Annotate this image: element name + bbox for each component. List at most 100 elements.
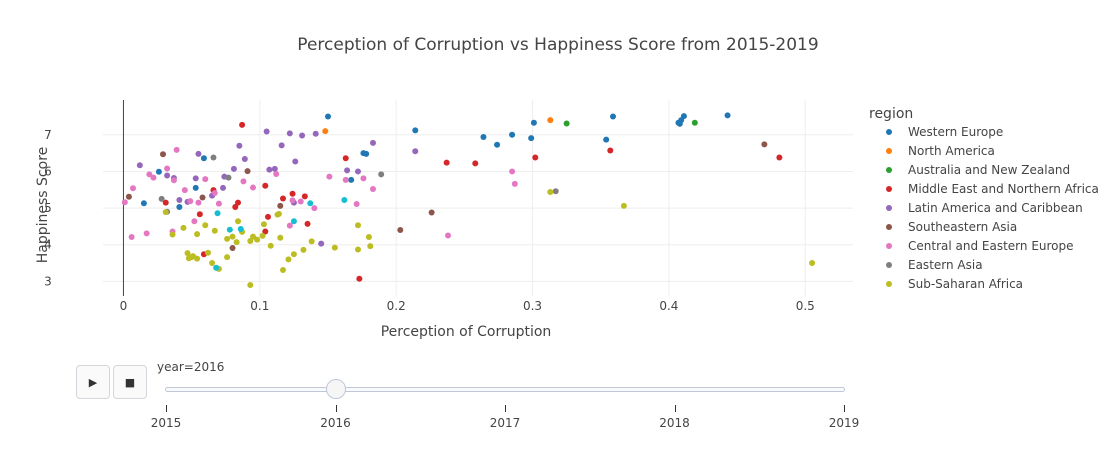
data-point bbox=[214, 210, 221, 217]
data-point bbox=[244, 168, 251, 175]
data-point bbox=[164, 165, 171, 172]
legend: region Western Europe North America Austra… bbox=[869, 106, 1099, 291]
data-point bbox=[181, 187, 188, 194]
legend-item[interactable]: Latin America and Caribbean bbox=[908, 201, 1083, 215]
data-point bbox=[180, 224, 187, 231]
data-point bbox=[348, 176, 355, 183]
data-point bbox=[412, 148, 419, 155]
legend-item[interactable]: Eastern Asia bbox=[908, 258, 983, 272]
data-point bbox=[307, 200, 314, 207]
data-point bbox=[277, 202, 284, 209]
data-point bbox=[150, 174, 157, 181]
data-point bbox=[235, 199, 241, 206]
slider-step-label[interactable]: 2018 bbox=[659, 416, 690, 430]
year-slider-handle[interactable] bbox=[326, 379, 346, 399]
data-point bbox=[232, 203, 239, 210]
x-tick-label: 0.2 bbox=[387, 299, 406, 313]
data-point bbox=[563, 120, 570, 127]
data-point bbox=[301, 193, 308, 200]
data-point bbox=[610, 113, 616, 120]
data-point bbox=[378, 171, 385, 178]
legend-item[interactable]: Middle East and Northern Africa bbox=[908, 182, 1099, 196]
data-point bbox=[273, 171, 280, 178]
data-point bbox=[344, 167, 351, 174]
data-point bbox=[164, 172, 171, 179]
slider-step-label[interactable]: 2019 bbox=[828, 416, 860, 430]
data-point bbox=[143, 230, 150, 237]
data-point bbox=[194, 231, 201, 238]
x-tick-label: 0 bbox=[120, 299, 128, 313]
data-point bbox=[140, 200, 147, 207]
data-point bbox=[162, 209, 169, 216]
data-point bbox=[199, 194, 206, 201]
data-point bbox=[530, 119, 537, 126]
data-point bbox=[290, 218, 297, 225]
play-button[interactable]: ▶ bbox=[76, 365, 110, 399]
data-point bbox=[125, 193, 132, 200]
data-point bbox=[809, 260, 816, 267]
data-point bbox=[292, 158, 299, 165]
data-point bbox=[220, 184, 226, 191]
stop-button[interactable]: ■ bbox=[113, 365, 147, 399]
data-point bbox=[185, 255, 192, 262]
slider-step-label[interactable]: 2015 bbox=[150, 416, 182, 430]
data-point bbox=[121, 199, 128, 206]
data-point bbox=[247, 282, 254, 289]
data-point bbox=[267, 242, 274, 249]
legend-item[interactable]: North America bbox=[908, 144, 995, 158]
data-point bbox=[136, 162, 143, 169]
legend-marker bbox=[886, 281, 892, 287]
data-points bbox=[121, 112, 816, 289]
data-point bbox=[266, 166, 273, 173]
data-point bbox=[367, 243, 374, 250]
legend-item[interactable]: Sub-Saharan Africa bbox=[908, 277, 1023, 291]
data-point bbox=[365, 234, 372, 241]
data-point bbox=[262, 182, 269, 189]
data-point bbox=[262, 228, 269, 235]
data-point bbox=[290, 251, 297, 258]
data-point bbox=[225, 174, 232, 181]
y-tick-label: 7 bbox=[44, 128, 52, 142]
data-point bbox=[192, 175, 199, 182]
x-tick-label: 0.5 bbox=[796, 299, 815, 313]
data-point bbox=[202, 222, 209, 229]
data-point bbox=[265, 213, 271, 220]
data-point bbox=[370, 139, 376, 146]
data-point bbox=[263, 128, 270, 135]
legend-item[interactable]: Western Europe bbox=[908, 125, 1003, 139]
data-point bbox=[761, 141, 768, 148]
data-point bbox=[260, 221, 267, 228]
data-point bbox=[342, 155, 349, 162]
data-point bbox=[322, 128, 329, 135]
data-point bbox=[691, 119, 698, 126]
data-point bbox=[300, 246, 307, 253]
legend-marker bbox=[886, 205, 892, 211]
legend-marker bbox=[886, 224, 892, 230]
data-point bbox=[237, 225, 244, 232]
legend-item[interactable]: Central and Eastern Europe bbox=[908, 239, 1074, 253]
data-point bbox=[547, 117, 554, 124]
data-point bbox=[342, 176, 349, 183]
data-point bbox=[353, 201, 360, 208]
year-slider-rail[interactable] bbox=[165, 387, 845, 392]
data-point bbox=[146, 171, 153, 178]
legend-item[interactable]: Southeastern Asia bbox=[908, 220, 1017, 234]
data-point bbox=[532, 154, 539, 161]
data-point bbox=[776, 154, 783, 161]
data-point bbox=[297, 198, 304, 205]
data-point bbox=[176, 197, 183, 204]
data-point bbox=[169, 231, 176, 238]
data-point bbox=[250, 184, 256, 191]
data-point bbox=[130, 185, 136, 192]
data-point bbox=[211, 190, 218, 197]
data-point bbox=[192, 184, 199, 191]
slider-step-tick bbox=[166, 405, 167, 412]
data-point bbox=[547, 188, 554, 195]
data-point bbox=[195, 150, 202, 157]
data-point bbox=[311, 205, 318, 212]
legend-item[interactable]: Australia and New Zealand bbox=[908, 163, 1070, 177]
slider-step-label[interactable]: 2016 bbox=[320, 416, 351, 430]
chart-title: Perception of Corruption vs Happiness Sc… bbox=[297, 35, 818, 55]
slider-step-label[interactable]: 2017 bbox=[489, 416, 521, 430]
data-point bbox=[289, 190, 296, 197]
